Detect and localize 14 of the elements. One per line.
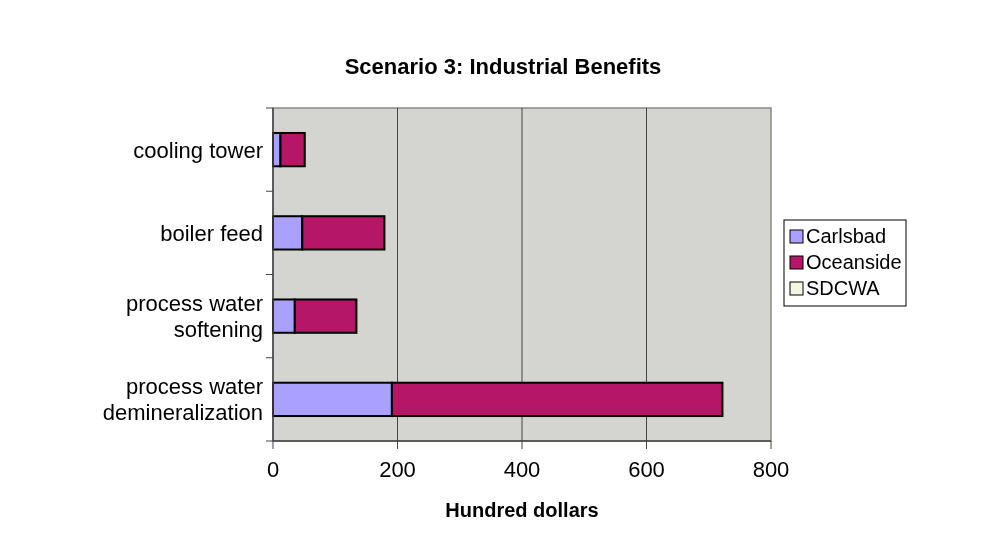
y-tick-label: cooling tower [133, 137, 263, 163]
x-tick-label: 400 [503, 457, 541, 482]
chart-title: Scenario 3: Industrial Benefits [344, 54, 662, 79]
x-tick-label: 800 [752, 457, 790, 482]
x-tick-label: 0 [266, 457, 280, 482]
y-tick-label: boiler feed [160, 220, 263, 246]
y-tick-label: process water demineralization [102, 374, 263, 426]
x-tick-label: 200 [379, 457, 416, 482]
legend-label: Oceanside [806, 251, 902, 273]
legend-label: SDCWA [806, 277, 881, 299]
y-tick-label: process water softening [126, 291, 263, 343]
x-tick-label: 600 [628, 457, 665, 482]
legend-label: Carlsbad [806, 225, 887, 247]
x-axis-title: Hundred dollars [445, 499, 599, 521]
